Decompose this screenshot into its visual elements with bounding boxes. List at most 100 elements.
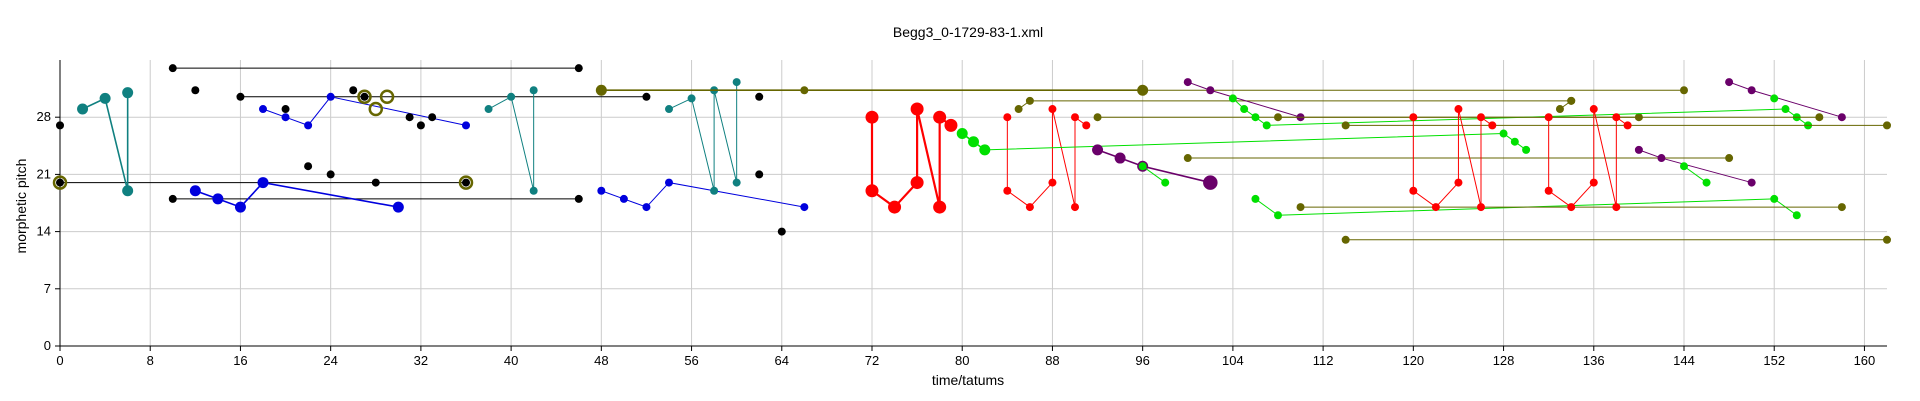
data-point-ring (357, 89, 372, 105)
data-point (392, 201, 404, 213)
data-point (1341, 235, 1350, 244)
data-point (1003, 186, 1012, 195)
series-red (1409, 105, 1497, 212)
x-tick-label: 144 (1673, 353, 1695, 368)
y-tick-label: 7 (44, 281, 51, 296)
data-point (1082, 121, 1091, 130)
data-point (1409, 113, 1418, 122)
x-tick-label: 160 (1854, 353, 1876, 368)
data-point (484, 105, 493, 114)
data-point (1003, 113, 1012, 122)
data-point (122, 87, 134, 99)
series-line (984, 133, 1527, 151)
data-point (428, 113, 437, 122)
data-point (1883, 235, 1891, 244)
data-point (574, 194, 583, 203)
series-line (1006, 108, 1087, 208)
series-black (236, 92, 651, 101)
data-point (1725, 78, 1734, 87)
series-olive (1014, 96, 1576, 114)
data-point (1612, 113, 1621, 122)
data-point-ring (379, 89, 395, 105)
data-point (597, 186, 606, 195)
data-point (122, 185, 134, 197)
data-point (234, 201, 246, 213)
data-point (777, 227, 786, 236)
series-black (168, 64, 583, 73)
data-point (968, 136, 979, 148)
series-purple (1725, 78, 1846, 122)
data-point (865, 110, 879, 124)
data-point (1093, 113, 1102, 122)
x-tick-label: 32 (414, 353, 428, 368)
data-point (1114, 152, 1126, 164)
series-line (1548, 108, 1628, 208)
y-tick-label: 14 (37, 224, 51, 239)
y-axis-label: morphetic pitch (13, 159, 29, 254)
data-point-ring (1203, 175, 1218, 190)
data-point (1048, 178, 1057, 187)
data-point-ring (458, 175, 474, 190)
data-point-ring (52, 175, 68, 190)
series-green (1228, 94, 1813, 130)
data-point (1025, 96, 1034, 105)
x-tick-label: 16 (233, 353, 247, 368)
data-point (1815, 113, 1824, 122)
data-point (259, 105, 267, 114)
series-teal (665, 78, 741, 195)
data-point (462, 121, 470, 130)
series-olive (1555, 96, 1576, 114)
series-olive (1341, 235, 1891, 244)
data-point (1680, 162, 1688, 171)
data-point (99, 92, 111, 104)
data-point (1204, 177, 1216, 189)
data-point (1702, 178, 1711, 187)
data-point (304, 162, 313, 171)
x-tick-label: 88 (1045, 353, 1059, 368)
series-green (1138, 162, 1170, 187)
x-tick-label: 136 (1583, 353, 1605, 368)
data-point (1567, 96, 1576, 105)
data-point (349, 86, 358, 95)
data-point (1262, 121, 1271, 130)
series-purple (1092, 144, 1216, 189)
series-purple (1183, 78, 1305, 122)
x-tick-label: 104 (1222, 353, 1244, 368)
series-line (195, 181, 399, 209)
chart-title: Begg3_0-1729-83-1.xml (893, 24, 1043, 40)
data-point (1770, 194, 1779, 203)
data-point (1274, 211, 1282, 220)
data-point (1544, 113, 1553, 122)
x-tick-label: 40 (504, 353, 518, 368)
data-point (1477, 113, 1485, 122)
data-point (191, 86, 200, 95)
series-olive (800, 86, 1688, 95)
x-tick-label: 72 (865, 353, 879, 368)
data-point (956, 128, 968, 140)
data-point (1228, 94, 1237, 103)
data-point (1747, 86, 1756, 95)
data-point (710, 186, 719, 195)
data-point (281, 105, 290, 114)
data-point (326, 170, 335, 179)
x-tick-label: 120 (1402, 353, 1424, 368)
data-point (1183, 78, 1192, 87)
data-point (1138, 162, 1147, 171)
series-red (1544, 105, 1632, 212)
data-point (1634, 145, 1643, 154)
series-line (1683, 165, 1707, 183)
data-point (800, 203, 809, 212)
series-line (601, 182, 805, 208)
x-tick-label: 128 (1493, 353, 1515, 368)
data-point (1567, 203, 1576, 212)
data-point (910, 102, 924, 116)
data-point (1589, 105, 1598, 114)
data-point (371, 178, 380, 187)
data-point (665, 178, 673, 187)
data-point (1488, 121, 1497, 130)
data-point (1206, 86, 1215, 95)
data-point (755, 92, 764, 101)
data-point (1014, 105, 1023, 114)
data-point (933, 110, 947, 124)
